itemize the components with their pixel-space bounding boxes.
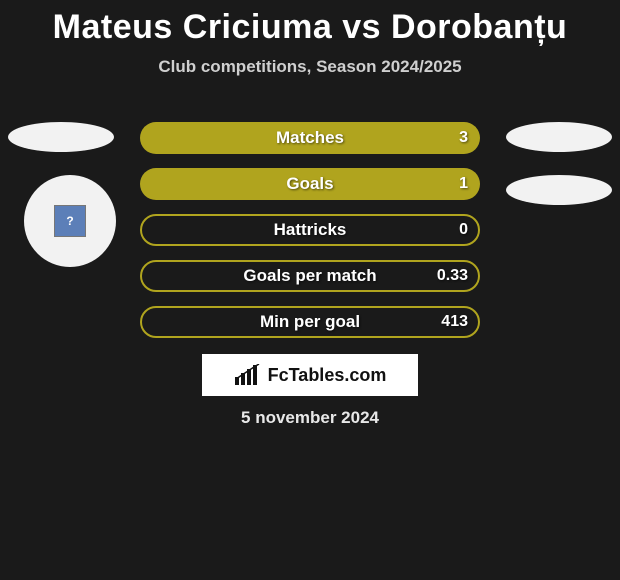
stat-pill (140, 306, 480, 338)
date-text: 5 november 2024 (0, 408, 620, 428)
stat-row: Hattricks0 (0, 214, 620, 260)
attribution-box[interactable]: FcTables.com (202, 354, 418, 396)
stat-row: Goals1 (0, 168, 620, 214)
stat-pill (140, 168, 480, 200)
stat-row: Goals per match0.33 (0, 260, 620, 306)
stat-pill (140, 122, 480, 154)
attribution-text: FcTables.com (268, 365, 387, 386)
stat-row: Min per goal413 (0, 306, 620, 352)
stat-pill (140, 260, 480, 292)
page-subtitle: Club competitions, Season 2024/2025 (0, 57, 620, 77)
bar-chart-icon (234, 364, 262, 386)
stats-rows: Matches3Goals1Hattricks0Goals per match0… (0, 122, 620, 352)
page-title: Mateus Criciuma vs Dorobanțu (0, 0, 620, 47)
stat-row: Matches3 (0, 122, 620, 168)
stat-pill (140, 214, 480, 246)
